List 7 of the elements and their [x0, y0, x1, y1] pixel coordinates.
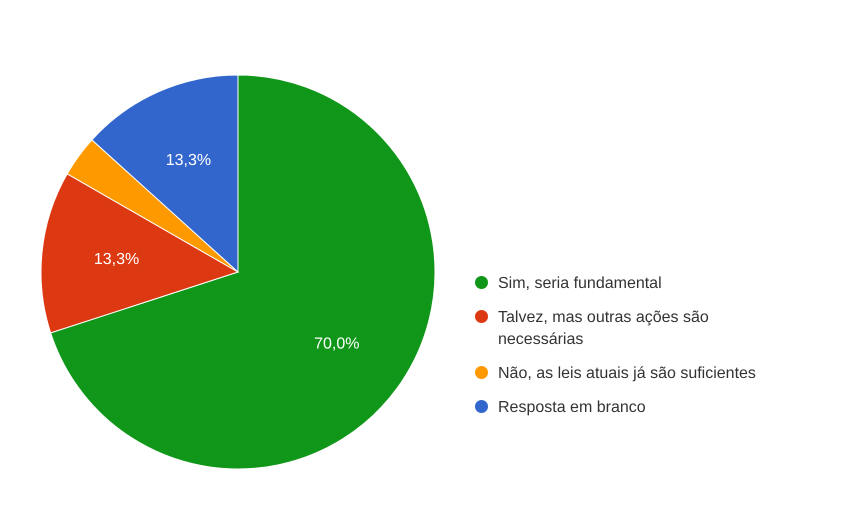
legend-label: Não, as leis atuais já são suficientes — [498, 364, 757, 384]
legend-label: Sim, seria fundamental — [498, 274, 663, 294]
data-label: 13,3% — [94, 250, 140, 268]
legend-label: Resposta em branco — [498, 398, 647, 418]
legend-label: Talvez, mas outras ações são necessárias — [498, 308, 710, 350]
data-label: 70,0% — [314, 335, 360, 352]
data-label: 13,3% — [166, 152, 212, 169]
